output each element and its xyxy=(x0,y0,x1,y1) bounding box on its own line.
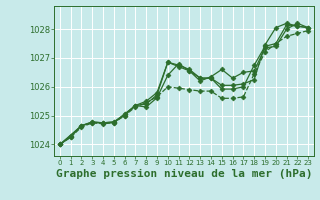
X-axis label: Graphe pression niveau de la mer (hPa): Graphe pression niveau de la mer (hPa) xyxy=(56,169,312,179)
